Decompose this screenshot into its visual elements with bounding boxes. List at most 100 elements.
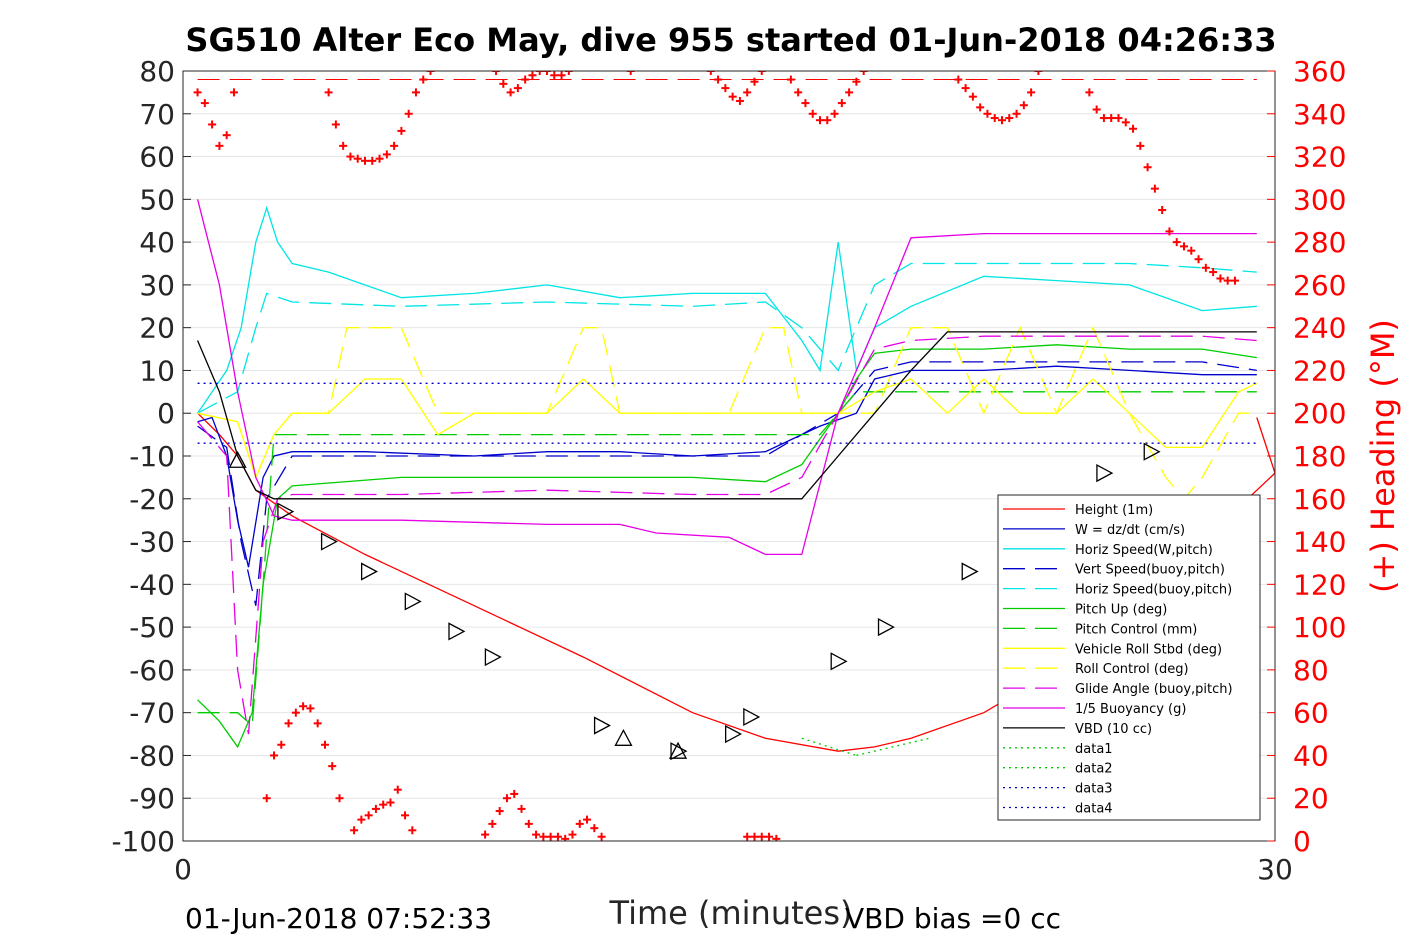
legend-label: Pitch Up (deg) bbox=[1075, 603, 1167, 618]
heading-point bbox=[379, 800, 388, 809]
heading-point bbox=[1005, 114, 1014, 123]
y-tick-label: -60 bbox=[129, 654, 175, 687]
direction-marker bbox=[668, 741, 688, 759]
heading-point bbox=[393, 785, 402, 794]
heading-point bbox=[1114, 114, 1123, 123]
y-tick-label: 30 bbox=[139, 269, 175, 302]
heading-point bbox=[590, 824, 599, 833]
heading-point bbox=[291, 708, 300, 717]
y-tick-label: -80 bbox=[129, 739, 175, 772]
heading-point bbox=[528, 71, 537, 80]
y-tick-label: 40 bbox=[139, 226, 175, 259]
heading-point bbox=[983, 109, 992, 118]
heading-point bbox=[1230, 276, 1239, 285]
heading-point bbox=[1099, 114, 1108, 123]
heading-point bbox=[357, 815, 366, 824]
y-right-tick-label: 60 bbox=[1293, 697, 1329, 730]
heading-point bbox=[495, 807, 504, 816]
heading-point bbox=[510, 789, 519, 798]
heading-point bbox=[222, 131, 231, 140]
y-axis-right-label: (+) Heading (°M) bbox=[1364, 319, 1402, 593]
y-right-tick-label: 0 bbox=[1293, 825, 1311, 858]
heading-point bbox=[561, 834, 570, 841]
heading-point bbox=[401, 811, 410, 820]
heading-point bbox=[324, 88, 333, 97]
heading-point bbox=[721, 84, 730, 93]
y-right-tick-label: 280 bbox=[1293, 226, 1346, 259]
heading-point bbox=[786, 75, 795, 84]
heading-point bbox=[306, 704, 315, 713]
heading-point bbox=[757, 832, 766, 841]
direction-marker bbox=[670, 742, 688, 761]
heading-point bbox=[335, 794, 344, 803]
heading-point bbox=[735, 96, 744, 105]
heading-point bbox=[386, 798, 395, 807]
heading-point bbox=[765, 832, 774, 841]
direction-marker bbox=[877, 618, 895, 637]
heading-point bbox=[750, 832, 759, 841]
heading-point bbox=[535, 71, 544, 75]
heading-point bbox=[419, 75, 428, 84]
heading-point bbox=[543, 71, 551, 75]
y-tick-label: -100 bbox=[111, 825, 175, 858]
y-axis-right: 3603403203002802602402202001801601401201… bbox=[1267, 55, 1346, 858]
heading-point bbox=[961, 84, 970, 93]
heading-point bbox=[1136, 141, 1145, 150]
heading-point bbox=[750, 77, 759, 86]
direction-marker bbox=[961, 562, 979, 581]
heading-point bbox=[852, 77, 861, 86]
direction-marker bbox=[830, 652, 848, 671]
y-tick-label: -70 bbox=[129, 697, 175, 730]
heading-point bbox=[998, 116, 1006, 125]
heading-point bbox=[794, 88, 803, 97]
heading-point bbox=[1107, 114, 1116, 123]
heading-point bbox=[743, 832, 752, 841]
heading-point bbox=[346, 152, 355, 161]
heading-point bbox=[968, 92, 977, 101]
heading-point bbox=[954, 75, 963, 84]
legend-label: Vehicle Roll Stbd (deg) bbox=[1075, 642, 1222, 657]
heading-point bbox=[845, 88, 854, 97]
legend-label: 1/5 Buoyancy (g) bbox=[1075, 702, 1186, 717]
series-line-3 bbox=[197, 361, 1257, 606]
chart-title: SG510 Alter Eco May, dive 955 started 01… bbox=[185, 21, 1276, 59]
direction-marker bbox=[277, 502, 295, 521]
direction-markers bbox=[228, 442, 1161, 761]
y-tick-label: -50 bbox=[129, 611, 175, 644]
x-tick-label: 30 bbox=[1257, 853, 1293, 886]
heading-point bbox=[361, 156, 369, 165]
heading-point bbox=[1201, 263, 1210, 272]
legend-label: data4 bbox=[1075, 802, 1113, 817]
heading-point bbox=[299, 702, 308, 711]
series-line-2 bbox=[197, 205, 1257, 414]
y-right-tick-label: 20 bbox=[1293, 782, 1329, 815]
heading-point bbox=[823, 116, 832, 125]
heading-layer bbox=[193, 71, 1239, 841]
heading-point bbox=[837, 99, 846, 108]
y-right-tick-label: 360 bbox=[1293, 55, 1346, 88]
y-right-tick-label: 300 bbox=[1293, 183, 1346, 216]
direction-marker bbox=[743, 707, 761, 727]
y-right-tick-label: 260 bbox=[1293, 269, 1346, 302]
y-tick-label: 10 bbox=[139, 354, 175, 387]
series-line-4 bbox=[197, 262, 1257, 414]
legend-label: Height (1m) bbox=[1075, 503, 1153, 518]
vbd-bias: VBD bias =0 cc bbox=[845, 902, 1061, 935]
series-line-1 bbox=[197, 365, 1257, 568]
heading-point bbox=[270, 751, 278, 760]
heading-point bbox=[1165, 227, 1174, 236]
heading-point bbox=[1034, 71, 1043, 75]
y-tick-label: 0 bbox=[157, 397, 175, 430]
heading-point bbox=[568, 830, 577, 839]
heading-point bbox=[521, 75, 530, 84]
heading-point bbox=[553, 832, 562, 841]
heading-point bbox=[539, 832, 548, 841]
y-tick-label: -20 bbox=[129, 483, 175, 516]
heading-point bbox=[390, 141, 399, 150]
y-right-tick-label: 340 bbox=[1293, 98, 1346, 131]
direction-marker bbox=[404, 592, 422, 611]
y-right-tick-label: 320 bbox=[1293, 141, 1346, 174]
legend-label: Glide Angle (buoy,pitch) bbox=[1075, 682, 1233, 697]
heading-point bbox=[339, 141, 348, 150]
series-line-13 bbox=[856, 737, 930, 757]
